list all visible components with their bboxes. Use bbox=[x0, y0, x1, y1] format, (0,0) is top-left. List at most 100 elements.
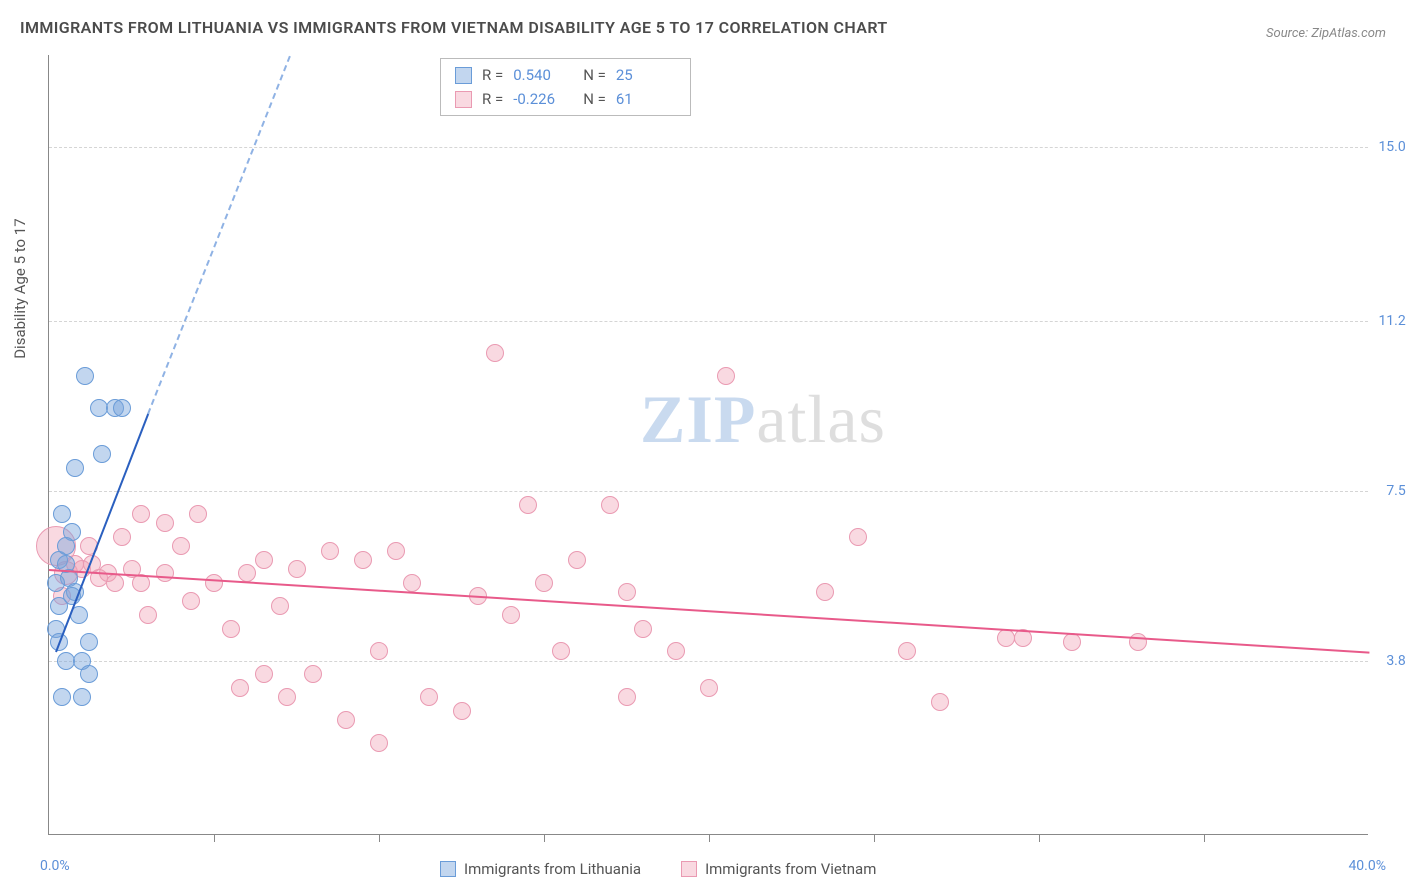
point-vietnam bbox=[106, 574, 124, 592]
x-tick bbox=[544, 834, 545, 842]
source-label: Source: ZipAtlas.com bbox=[1266, 26, 1386, 41]
y-tick-label: 15.0% bbox=[1378, 139, 1406, 155]
point-lithuania bbox=[53, 505, 71, 523]
trend-line-vietnam bbox=[49, 569, 1369, 654]
grid-line bbox=[49, 491, 1368, 492]
legend-item-vietnam: Immigrants from Vietnam bbox=[681, 860, 876, 878]
point-vietnam bbox=[139, 606, 157, 624]
point-lithuania bbox=[57, 537, 75, 555]
point-vietnam bbox=[667, 642, 685, 660]
grid-line bbox=[49, 661, 1368, 662]
point-vietnam bbox=[222, 620, 240, 638]
point-vietnam bbox=[568, 551, 586, 569]
legend-swatch-pink bbox=[681, 861, 697, 877]
x-tick bbox=[1204, 834, 1205, 842]
n-value-blue: 25 bbox=[616, 66, 676, 84]
point-vietnam bbox=[618, 583, 636, 601]
point-vietnam bbox=[255, 551, 273, 569]
stats-box: R = 0.540 N = 25 R = -0.226 N = 61 bbox=[440, 58, 691, 116]
grid-line bbox=[49, 147, 1368, 148]
point-vietnam bbox=[113, 528, 131, 546]
x-tick bbox=[709, 834, 710, 842]
point-vietnam bbox=[288, 560, 306, 578]
point-vietnam bbox=[255, 665, 273, 683]
point-vietnam bbox=[403, 574, 421, 592]
point-vietnam bbox=[189, 505, 207, 523]
x-tick bbox=[874, 834, 875, 842]
point-lithuania bbox=[57, 652, 75, 670]
point-vietnam bbox=[700, 679, 718, 697]
point-vietnam bbox=[370, 734, 388, 752]
grid-line bbox=[49, 321, 1368, 322]
x-tick bbox=[214, 834, 215, 842]
watermark-zip: ZIP bbox=[640, 381, 756, 457]
point-vietnam bbox=[420, 688, 438, 706]
point-vietnam bbox=[321, 542, 339, 560]
point-vietnam bbox=[304, 665, 322, 683]
point-vietnam bbox=[132, 505, 150, 523]
n-label: N = bbox=[583, 66, 606, 84]
point-vietnam bbox=[387, 542, 405, 560]
point-vietnam bbox=[370, 642, 388, 660]
point-lithuania bbox=[47, 574, 65, 592]
legend-item-lithuania: Immigrants from Lithuania bbox=[440, 860, 641, 878]
legend-label-lithuania: Immigrants from Lithuania bbox=[464, 860, 641, 878]
y-axis-label: Disability Age 5 to 17 bbox=[11, 218, 29, 358]
x-max-label: 40.0% bbox=[1348, 858, 1386, 874]
point-lithuania bbox=[80, 633, 98, 651]
point-vietnam bbox=[486, 344, 504, 362]
point-lithuania bbox=[113, 399, 131, 417]
point-vietnam bbox=[1063, 633, 1081, 651]
point-vietnam bbox=[502, 606, 520, 624]
r-value-pink: -0.226 bbox=[513, 90, 573, 108]
point-lithuania bbox=[90, 399, 108, 417]
point-vietnam bbox=[552, 642, 570, 660]
legend-swatch-blue bbox=[440, 861, 456, 877]
point-vietnam bbox=[618, 688, 636, 706]
point-vietnam bbox=[156, 514, 174, 532]
n-label: N = bbox=[583, 90, 606, 108]
point-vietnam bbox=[849, 528, 867, 546]
point-vietnam bbox=[271, 597, 289, 615]
legend-label-vietnam: Immigrants from Vietnam bbox=[705, 860, 876, 878]
stats-row-blue: R = 0.540 N = 25 bbox=[455, 63, 676, 87]
point-vietnam bbox=[156, 564, 174, 582]
point-vietnam bbox=[231, 679, 249, 697]
n-value-pink: 61 bbox=[616, 90, 676, 108]
stats-swatch-pink bbox=[455, 91, 472, 108]
point-vietnam bbox=[601, 496, 619, 514]
y-tick-label: 11.2% bbox=[1378, 313, 1406, 329]
point-lithuania bbox=[53, 688, 71, 706]
point-vietnam bbox=[519, 496, 537, 514]
point-vietnam bbox=[172, 537, 190, 555]
stats-swatch-blue bbox=[455, 67, 472, 84]
point-vietnam bbox=[354, 551, 372, 569]
point-vietnam bbox=[634, 620, 652, 638]
point-lithuania bbox=[93, 445, 111, 463]
trend-line-lithuania-extrapolated bbox=[147, 56, 291, 415]
y-tick-label: 3.8% bbox=[1386, 653, 1406, 669]
watermark: ZIPatlas bbox=[640, 380, 886, 459]
point-lithuania bbox=[76, 367, 94, 385]
point-vietnam bbox=[931, 693, 949, 711]
point-lithuania bbox=[80, 665, 98, 683]
point-vietnam bbox=[816, 583, 834, 601]
x-tick bbox=[1039, 834, 1040, 842]
point-vietnam bbox=[182, 592, 200, 610]
y-tick-label: 7.5% bbox=[1386, 483, 1406, 499]
point-vietnam bbox=[337, 711, 355, 729]
point-lithuania bbox=[73, 688, 91, 706]
point-vietnam bbox=[535, 574, 553, 592]
point-vietnam bbox=[997, 629, 1015, 647]
r-label: R = bbox=[482, 90, 503, 108]
point-vietnam bbox=[205, 574, 223, 592]
point-lithuania bbox=[66, 459, 84, 477]
bottom-legend: Immigrants from Lithuania Immigrants fro… bbox=[440, 860, 876, 878]
point-vietnam bbox=[898, 642, 916, 660]
stats-row-pink: R = -0.226 N = 61 bbox=[455, 87, 676, 111]
x-min-label: 0.0% bbox=[40, 858, 70, 874]
point-vietnam bbox=[238, 564, 256, 582]
watermark-atlas: atlas bbox=[756, 381, 886, 457]
point-vietnam bbox=[278, 688, 296, 706]
r-value-blue: 0.540 bbox=[513, 66, 573, 84]
